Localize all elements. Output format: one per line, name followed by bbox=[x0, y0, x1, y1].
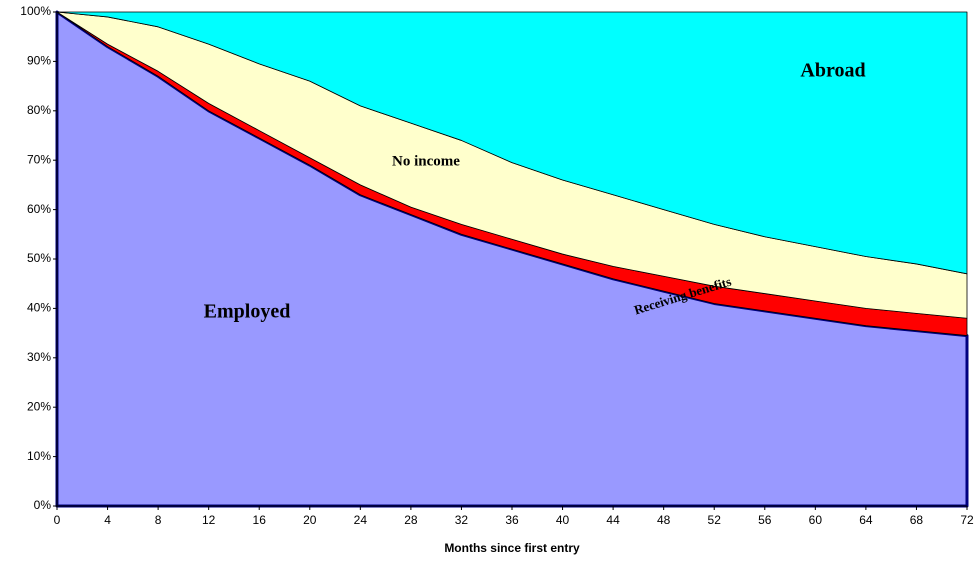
x-tick-label: 0 bbox=[54, 513, 61, 527]
x-tick-label: 32 bbox=[455, 513, 469, 527]
plot-area bbox=[55, 10, 969, 508]
series-label: Abroad bbox=[800, 60, 865, 82]
series-label: No income bbox=[392, 153, 460, 169]
x-tick-label: 64 bbox=[859, 513, 873, 527]
x-tick-label: 60 bbox=[809, 513, 823, 527]
x-tick-label: 36 bbox=[505, 513, 519, 527]
x-tick-label: 52 bbox=[708, 513, 722, 527]
x-tick-label: 4 bbox=[104, 513, 111, 527]
x-tick-label: 40 bbox=[556, 513, 570, 527]
x-tick-label: 20 bbox=[303, 513, 317, 527]
series-label: Employed bbox=[204, 301, 291, 323]
x-tick-label: 28 bbox=[404, 513, 418, 527]
y-tick-label: 10% bbox=[27, 449, 51, 463]
y-tick-label: 100% bbox=[20, 4, 51, 18]
y-tick-label: 30% bbox=[27, 350, 51, 364]
x-axis-title: Months since first entry bbox=[444, 541, 580, 555]
x-tick-label: 16 bbox=[253, 513, 267, 527]
y-tick-label: 80% bbox=[27, 103, 51, 117]
y-tick-label: 50% bbox=[27, 251, 51, 265]
y-tick-label: 90% bbox=[27, 54, 51, 68]
x-tick-label: 56 bbox=[758, 513, 772, 527]
y-tick-label: 70% bbox=[27, 152, 51, 166]
x-tick-label: 72 bbox=[960, 513, 974, 527]
x-tick-label: 48 bbox=[657, 513, 671, 527]
x-tick-label: 44 bbox=[606, 513, 620, 527]
x-tick-label: 24 bbox=[354, 513, 368, 527]
x-tick-label: 12 bbox=[202, 513, 216, 527]
y-tick-label: 20% bbox=[27, 399, 51, 413]
y-tick-label: 40% bbox=[27, 301, 51, 315]
y-tick-label: 60% bbox=[27, 202, 51, 216]
y-tick-label: 0% bbox=[34, 498, 52, 512]
x-tick-label: 68 bbox=[910, 513, 924, 527]
x-tick-label: 8 bbox=[155, 513, 162, 527]
area bbox=[56, 11, 968, 275]
